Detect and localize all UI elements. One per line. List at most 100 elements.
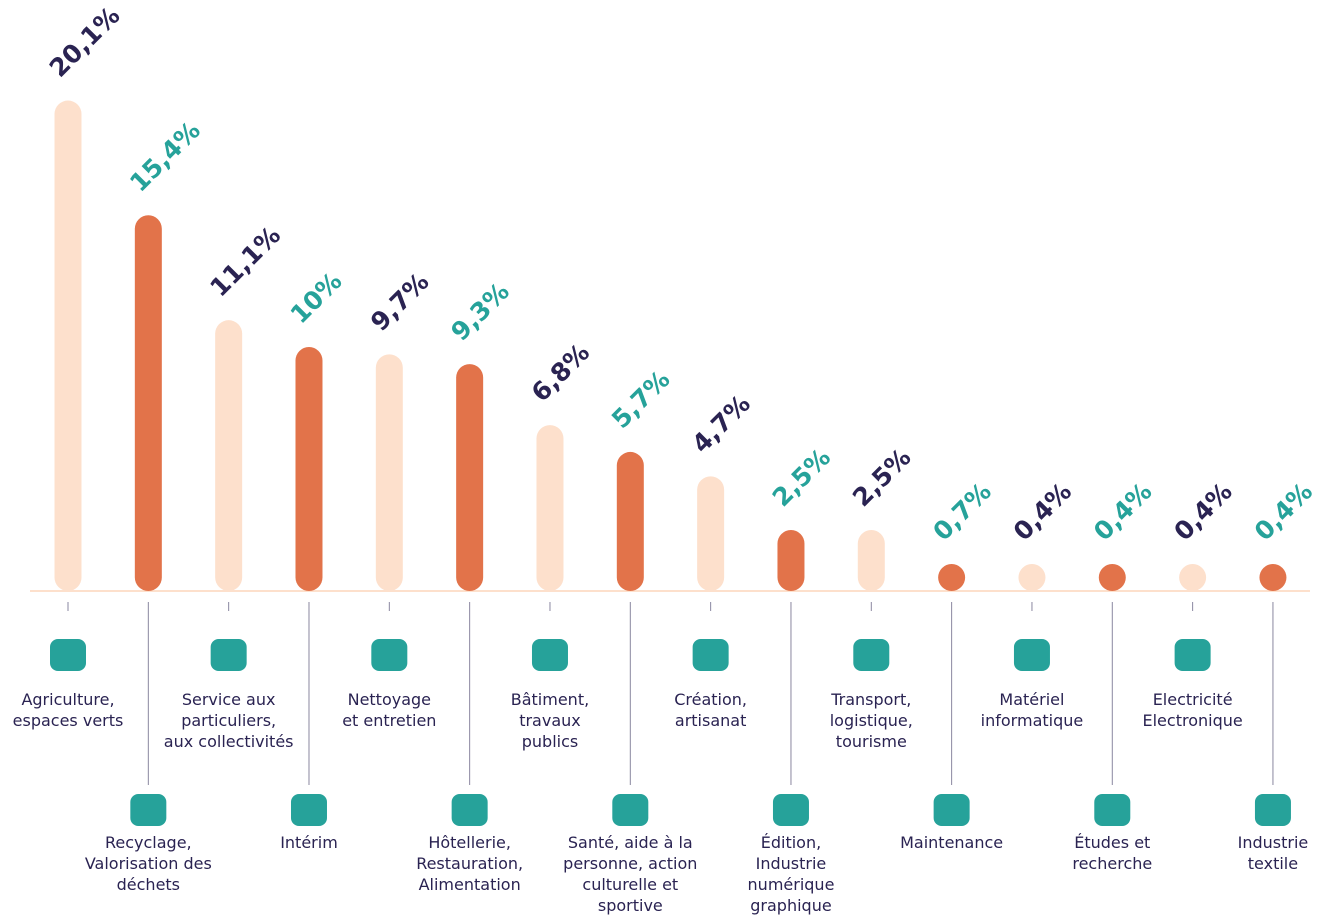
category-label-line: Restauration, bbox=[416, 854, 523, 873]
category-label-line: déchets bbox=[117, 875, 180, 894]
category-label: Études et recherche bbox=[1072, 833, 1152, 873]
bar bbox=[456, 364, 484, 591]
bar bbox=[54, 100, 82, 591]
category-label: Édition, Industrie numérique graphique bbox=[748, 833, 835, 915]
category-label-line: Maintenance bbox=[900, 833, 1003, 852]
bar bbox=[1098, 564, 1126, 591]
category-icon bbox=[210, 639, 247, 671]
category-label-line: Nettoyage bbox=[348, 690, 431, 709]
category-label-line: artisanat bbox=[675, 711, 746, 730]
value-label: 2,5% bbox=[847, 443, 917, 513]
category-label: Maintenance bbox=[900, 833, 1003, 852]
value-label: 0,7% bbox=[927, 477, 997, 547]
category-label: Industrie textile bbox=[1238, 833, 1309, 873]
category-label: Intérim bbox=[280, 833, 338, 852]
category-label-line: travaux bbox=[519, 711, 581, 730]
value-label: 10% bbox=[285, 266, 348, 329]
category-label: Service aux particuliers, aux collectivité… bbox=[164, 690, 294, 751]
category-icon bbox=[130, 794, 167, 826]
value-label: 15,4% bbox=[124, 116, 206, 198]
value-label: 0,4% bbox=[1249, 477, 1319, 547]
category-icon bbox=[1174, 639, 1211, 671]
category-icon bbox=[1254, 794, 1291, 826]
category-label-line: Industrie bbox=[756, 854, 827, 873]
category-label-line: Recyclage, bbox=[105, 833, 192, 852]
bar bbox=[215, 320, 243, 591]
category-label-line: Hôtellerie, bbox=[428, 833, 511, 852]
value-label: 0,4% bbox=[1088, 477, 1158, 547]
value-label: 6,8% bbox=[526, 338, 596, 408]
value-label: 9,7% bbox=[365, 267, 435, 337]
category-icon bbox=[853, 639, 890, 671]
bar bbox=[697, 476, 725, 591]
category-label: Création, artisanat bbox=[674, 690, 747, 730]
category-label: Recyclage, Valorisation des déchets bbox=[85, 833, 212, 894]
category-icon bbox=[692, 639, 729, 671]
category-label: Santé, aide à la personne, action culturel… bbox=[563, 833, 697, 915]
bar bbox=[295, 347, 323, 591]
value-label: 2,5% bbox=[767, 443, 837, 513]
category-label-line: publics bbox=[522, 732, 578, 751]
value-label: 5,7% bbox=[606, 365, 676, 435]
category-icon bbox=[933, 794, 970, 826]
bar bbox=[1179, 564, 1207, 591]
category-label-line: Transport, bbox=[830, 690, 911, 709]
category-label: Nettoyage et entretien bbox=[342, 690, 436, 730]
bar bbox=[616, 451, 644, 591]
bar bbox=[375, 354, 403, 591]
category-icon bbox=[772, 794, 809, 826]
category-label-line: logistique, bbox=[830, 711, 913, 730]
category-icon bbox=[50, 639, 86, 671]
bar bbox=[938, 564, 966, 591]
category-label: Matériel informatique bbox=[981, 690, 1084, 730]
category-label-line: Édition, bbox=[761, 833, 821, 852]
category-label-line: Electricité bbox=[1153, 690, 1233, 709]
category-label-line: Bâtiment, bbox=[511, 690, 589, 709]
category-icon bbox=[612, 794, 649, 826]
value-label: 0,4% bbox=[1168, 477, 1238, 547]
bar bbox=[134, 215, 162, 592]
category-label: Bâtiment, travaux publics bbox=[511, 690, 589, 751]
value-label: 4,7% bbox=[686, 389, 756, 459]
bar bbox=[777, 530, 805, 591]
category-icon bbox=[531, 639, 568, 671]
category-icon bbox=[371, 639, 408, 671]
bar bbox=[536, 425, 564, 591]
value-label: 20,1% bbox=[44, 1, 126, 83]
value-label: 9,3% bbox=[445, 277, 515, 347]
category-label-line: textile bbox=[1248, 854, 1298, 873]
category-label-line: Création, bbox=[674, 690, 747, 709]
bar bbox=[1018, 564, 1046, 591]
category-label-line: numérique bbox=[748, 875, 835, 894]
category-label-line: Valorisation des bbox=[85, 854, 212, 873]
category-label-line: particuliers, bbox=[181, 711, 276, 730]
category-label-line: graphique bbox=[750, 896, 831, 915]
category-icon bbox=[451, 794, 488, 826]
category-label-line: Service aux bbox=[182, 690, 276, 709]
bar bbox=[1259, 564, 1287, 591]
category-label-line: Industrie bbox=[1238, 833, 1309, 852]
category-label-line: recherche bbox=[1072, 854, 1152, 873]
category-label-line: tourisme bbox=[836, 732, 907, 751]
category-label-line: Alimentation bbox=[419, 875, 521, 894]
bar bbox=[857, 530, 885, 591]
category-label: Agriculture, espaces verts bbox=[13, 690, 124, 730]
category-label-line: sportive bbox=[598, 896, 663, 915]
category-label-line: et entretien bbox=[342, 711, 436, 730]
category-icon bbox=[1013, 639, 1050, 671]
category-label-line: Electronique bbox=[1143, 711, 1243, 730]
category-label-line: Intérim bbox=[280, 833, 338, 852]
category-icon bbox=[290, 794, 327, 826]
category-label-line: Études et bbox=[1074, 833, 1150, 852]
category-label-line: Matériel bbox=[999, 690, 1064, 709]
category-label-line: culturelle et bbox=[582, 875, 678, 894]
value-label: 0,4% bbox=[1008, 477, 1078, 547]
category-label: Transport, logistique, tourisme bbox=[830, 690, 913, 751]
category-icon bbox=[1094, 794, 1131, 826]
category-label-line: personne, action bbox=[563, 854, 697, 873]
category-label-line: Agriculture, bbox=[21, 690, 114, 709]
category-label-line: Santé, aide à la bbox=[568, 833, 693, 852]
value-label: 11,1% bbox=[204, 221, 286, 303]
category-label-line: espaces verts bbox=[13, 711, 124, 730]
